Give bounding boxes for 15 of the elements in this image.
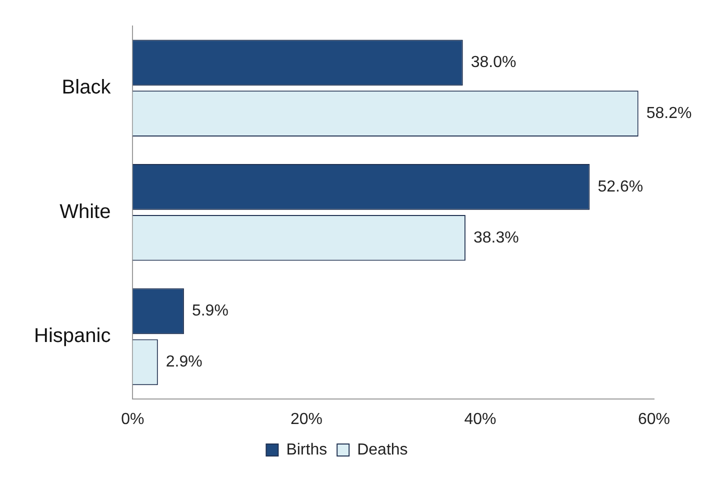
data-label: 2.9% (166, 354, 202, 371)
x-tick-label: 60% (638, 410, 670, 428)
legend-label: Births (286, 441, 328, 458)
x-tick-label: 0% (121, 410, 144, 428)
data-label: 38.3% (473, 229, 519, 246)
y-tick-label: Black (62, 76, 112, 99)
x-tick-label: 20% (290, 410, 322, 428)
y-tick-label: White (60, 200, 111, 223)
data-label: 38.0% (470, 54, 516, 72)
data-label: 52.6% (598, 178, 644, 196)
x-tick-label: 40% (464, 410, 496, 428)
data-label: 58.2% (646, 105, 692, 122)
data-label: 5.9% (192, 302, 228, 320)
y-tick-label: Hispanic (34, 325, 111, 348)
legend-label: Deaths (357, 441, 408, 458)
